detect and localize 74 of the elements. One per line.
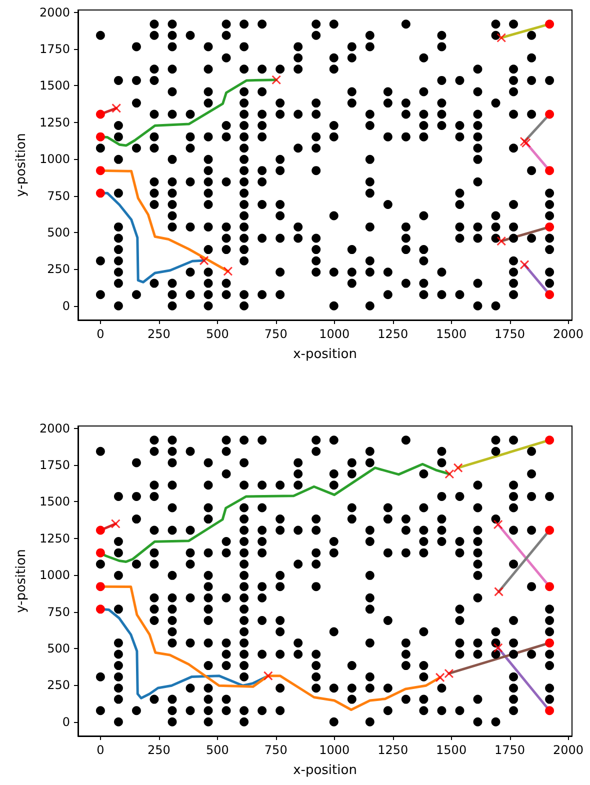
point [453,463,463,473]
x-tick-label: 750 [264,743,288,757]
y-tick-label: 1500 [39,78,70,93]
x-tick-label: 1500 [436,743,467,757]
point [96,188,105,198]
point [545,582,554,592]
y-tick-label: 1750 [39,42,70,56]
point [272,75,282,85]
point [545,290,554,300]
point [199,256,209,266]
point [494,586,504,596]
x-tick-label: 2000 [552,327,584,341]
x-tick-label: 1000 [319,327,350,341]
point [435,672,445,682]
x-tick-label: 750 [264,327,288,341]
point [545,166,554,176]
y-tick-label: 2000 [39,421,70,436]
point [520,260,530,270]
point [545,222,554,232]
x-tick-label: 2000 [552,743,584,757]
y-axis-title: y-position [14,549,29,613]
y-tick-label: 750 [47,188,70,203]
point [493,643,503,653]
y-tick-label: 250 [47,262,70,276]
y-tick-label: 500 [47,226,70,240]
point [96,526,105,535]
x-tick-label: 1750 [494,743,526,757]
point [545,20,554,29]
x-tick-label: 500 [206,743,229,757]
x-axis-title: x-position [293,763,357,778]
x-axis-title: x-position [293,347,357,362]
y-tick-label: 0 [62,298,70,313]
point [444,668,454,678]
x-tick-label: 1750 [494,327,526,341]
y-tick-label: 1250 [39,115,70,130]
point [496,32,506,42]
x-tick-label: 0 [96,327,104,341]
point [545,526,554,535]
x-tick-label: 500 [206,327,229,341]
point [545,436,554,445]
point [545,706,554,716]
y-tick-label: 500 [47,642,70,656]
x-tick-label: 0 [96,743,104,757]
point [545,638,554,648]
point [96,604,105,614]
y-tick-label: 1750 [39,458,70,472]
point [496,236,506,246]
point [96,548,105,558]
y-tick-label: 250 [47,678,70,692]
point [444,469,454,479]
point [96,132,105,142]
point [223,266,233,276]
y-tick-label: 1000 [39,568,70,582]
y-tick-label: 1000 [39,152,70,166]
x-tick-label: 250 [147,327,170,341]
point [545,110,554,119]
point [96,166,105,176]
x-tick-label: 1000 [319,743,350,757]
x-tick-label: 1500 [436,327,467,341]
point [96,582,105,592]
point [96,110,105,119]
point [112,103,122,113]
y-tick-label: 1250 [39,531,70,546]
x-tick-label: 1250 [378,327,408,341]
point [110,519,120,529]
y-tick-label: 2000 [39,5,70,20]
y-tick-label: 750 [47,604,70,619]
y-tick-label: 1500 [39,494,70,509]
y-tick-label: 0 [62,714,70,729]
point [493,520,503,530]
x-tick-label: 250 [147,743,170,757]
point [263,671,273,681]
x-tick-label: 1250 [378,743,408,757]
y-axis-title: y-position [14,133,29,197]
